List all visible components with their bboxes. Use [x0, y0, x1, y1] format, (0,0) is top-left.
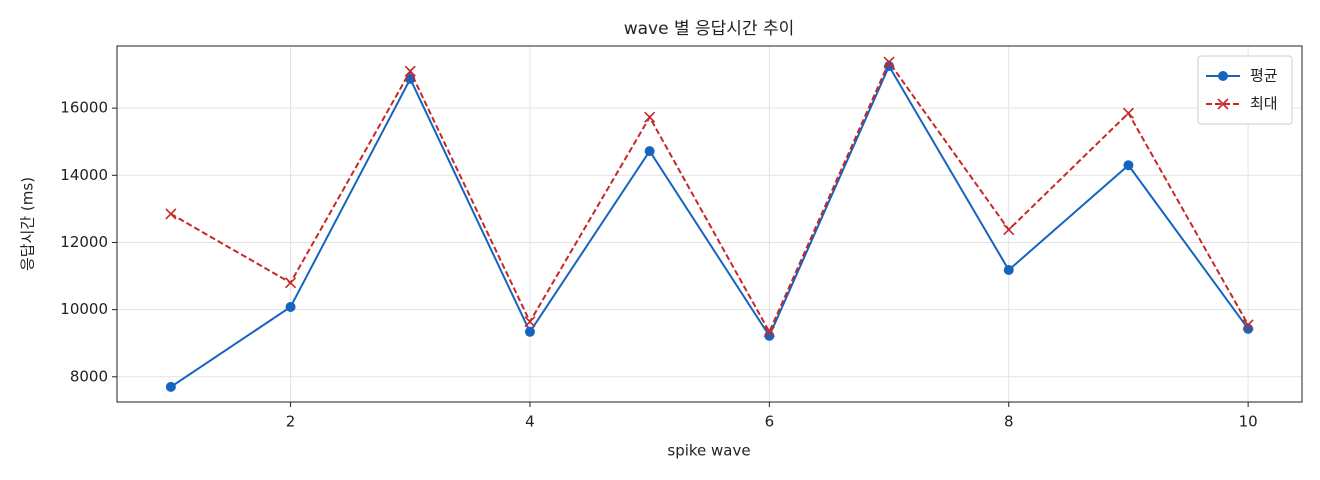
- y-tick-label: 10000: [60, 300, 108, 318]
- legend-box: [1197, 55, 1293, 125]
- point: [524, 316, 536, 328]
- chart-title: wave 별 응답시간 추이: [624, 19, 795, 39]
- legend-marker: [1218, 71, 1228, 81]
- x-tick-label: 6: [765, 413, 775, 431]
- point: [1242, 319, 1254, 331]
- series-line: [170, 63, 1249, 388]
- point: [405, 73, 416, 84]
- x-tick-label: 2: [286, 413, 296, 431]
- x-tick-label: 8: [1004, 413, 1014, 431]
- point: [165, 208, 177, 220]
- series-line: [170, 60, 1250, 335]
- y-tick-label: 14000: [60, 166, 108, 184]
- x-axis-label: spike wave: [667, 442, 750, 460]
- point: [1123, 160, 1134, 171]
- point: [883, 56, 895, 68]
- point: [285, 301, 296, 312]
- point: [284, 277, 297, 289]
- plot-frame: [116, 45, 1303, 403]
- point: [644, 111, 656, 123]
- y-tick-label: 12000: [60, 233, 108, 251]
- legend-label: 최대: [1250, 95, 1278, 113]
- y-tick-label: 8000: [70, 367, 108, 385]
- legend-marker: [1217, 98, 1229, 110]
- point: [1003, 265, 1014, 276]
- x-tick-label: 4: [525, 413, 535, 431]
- point: [1003, 224, 1015, 236]
- point: [404, 65, 416, 77]
- y-tick-label: 16000: [60, 99, 108, 117]
- point: [524, 326, 535, 337]
- point: [644, 146, 655, 157]
- point: [165, 381, 176, 392]
- legend-label: 평균: [1250, 67, 1278, 85]
- y-axis-label: 응답시간 (ms): [19, 177, 37, 271]
- point: [1122, 107, 1135, 119]
- x-tick-label: 10: [1239, 413, 1258, 431]
- point: [763, 326, 775, 338]
